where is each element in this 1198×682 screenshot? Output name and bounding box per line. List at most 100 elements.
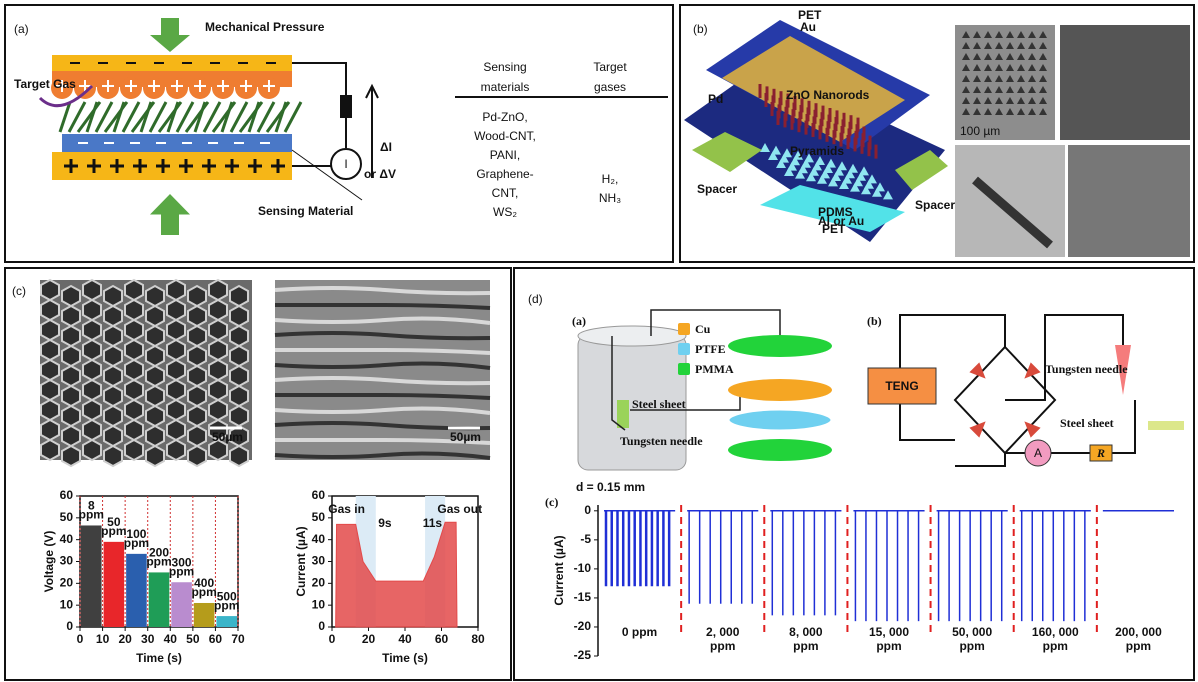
x-tick-label: 70: [231, 632, 245, 646]
sub-label: (a): [572, 314, 586, 328]
foam-cell: [83, 320, 101, 340]
resistor-label: R: [1096, 446, 1105, 460]
foam-cell: [41, 360, 59, 380]
container-top: [578, 326, 686, 346]
legend-label: Cu: [695, 322, 711, 336]
foam-cell: [125, 280, 143, 300]
foam-cell: [167, 420, 185, 440]
y-tick-label: 20: [60, 576, 74, 590]
table-cell: CNT,: [492, 186, 519, 200]
x-tick-label: 10: [96, 632, 110, 646]
layer-label: Spacer: [697, 182, 737, 196]
table-header: gases: [594, 80, 626, 94]
y-tick-label: 10: [312, 597, 326, 611]
bar-label: ppm: [124, 536, 149, 550]
foam-cell: [125, 420, 143, 440]
disc: [728, 335, 832, 357]
foam-cell: [188, 366, 206, 386]
layer-label: Au: [800, 20, 816, 34]
foam-cell: [188, 406, 206, 426]
y-tick-label: 40: [60, 532, 74, 546]
y-tick-label: 0: [584, 503, 591, 517]
x-tick-label: 40: [164, 632, 178, 646]
signal-label: or ΔV: [364, 167, 396, 181]
foam-cell: [209, 360, 227, 380]
y-tick-label: -10: [574, 561, 592, 575]
foam-cell: [104, 326, 122, 346]
y-tick-label: 50: [60, 510, 74, 524]
foam-cell: [230, 286, 248, 306]
bar-label: ppm: [79, 508, 104, 522]
bar: [171, 582, 192, 627]
foam-cell: [83, 340, 101, 360]
table-cell: H₂,: [602, 172, 619, 186]
foam-cell: [62, 326, 80, 346]
x-tick-label: 20: [118, 632, 132, 646]
foam-cell: [41, 420, 59, 440]
layer-label: Spacer: [915, 198, 955, 212]
x-tick-label: 60: [209, 632, 223, 646]
foam-cell: [41, 280, 59, 300]
y-tick-label: 10: [60, 597, 74, 611]
scale-bar-label: 50µm: [212, 430, 243, 444]
segment-label: 50, 000: [952, 625, 992, 639]
body: (a)Mechanical PressureTarget GasIΔIor ΔV…: [0, 0, 1198, 682]
legend-label: PMMA: [695, 362, 734, 376]
x-tick-label: 0: [329, 632, 336, 646]
foam-cell: [104, 286, 122, 306]
segment-label: ppm: [876, 639, 901, 653]
foam-cell: [62, 346, 80, 366]
part-label: Tungsten needle: [620, 434, 703, 448]
foam-cell: [167, 280, 185, 300]
legend-swatch: [678, 343, 690, 355]
panel-frame: [5, 5, 673, 262]
foam-cell: [146, 326, 164, 346]
y-tick-label: 30: [312, 554, 326, 568]
foam-cell: [125, 340, 143, 360]
foam-cell: [125, 360, 143, 380]
table-cell: PANI,: [490, 148, 520, 162]
foam-cell: [104, 406, 122, 426]
y-tick-label: -20: [574, 619, 592, 633]
x-tick-label: 20: [362, 632, 376, 646]
sub-label: (b): [867, 314, 882, 328]
y-tick-label: 60: [312, 488, 326, 502]
sub-label: (c): [545, 495, 558, 509]
annotation: Gas out: [437, 502, 482, 516]
foam-cell: [83, 400, 101, 420]
segment-label: ppm: [710, 639, 735, 653]
foam-cell: [167, 380, 185, 400]
x-tick-label: 0: [77, 632, 84, 646]
disc: [728, 439, 832, 461]
foam-cell: [62, 446, 80, 466]
layer-label: Pyramids: [790, 144, 844, 158]
foam-cell: [125, 440, 143, 460]
annotation: 9s: [378, 516, 392, 530]
foam-cell: [230, 406, 248, 426]
foam-cell: [188, 426, 206, 446]
table-cell: WS₂: [493, 205, 517, 219]
foam-cell: [188, 446, 206, 466]
disc: [728, 379, 832, 401]
panel-label: (a): [14, 22, 29, 36]
segment-label: ppm: [959, 639, 984, 653]
bar-label: ppm: [146, 555, 171, 569]
y-tick-label: -25: [574, 648, 592, 662]
foam-cell: [230, 306, 248, 326]
foam-cell: [62, 366, 80, 386]
foam-cell: [125, 300, 143, 320]
needle-label: Tungsten needle: [1045, 362, 1128, 376]
foam-cell: [167, 340, 185, 360]
foam-cell: [41, 300, 59, 320]
y-tick-label: 20: [312, 576, 326, 590]
scale-bar-label: 100 µm: [960, 124, 1000, 138]
disc: [728, 409, 832, 431]
segment-label: 15, 000: [869, 625, 909, 639]
foam-cell: [41, 380, 59, 400]
foam-cell: [146, 386, 164, 406]
micrograph: [955, 25, 1055, 140]
y-axis-label: Voltage (V): [42, 531, 56, 593]
foam-cell: [62, 306, 80, 326]
foam-cell: [104, 446, 122, 466]
foam-cell: [188, 326, 206, 346]
